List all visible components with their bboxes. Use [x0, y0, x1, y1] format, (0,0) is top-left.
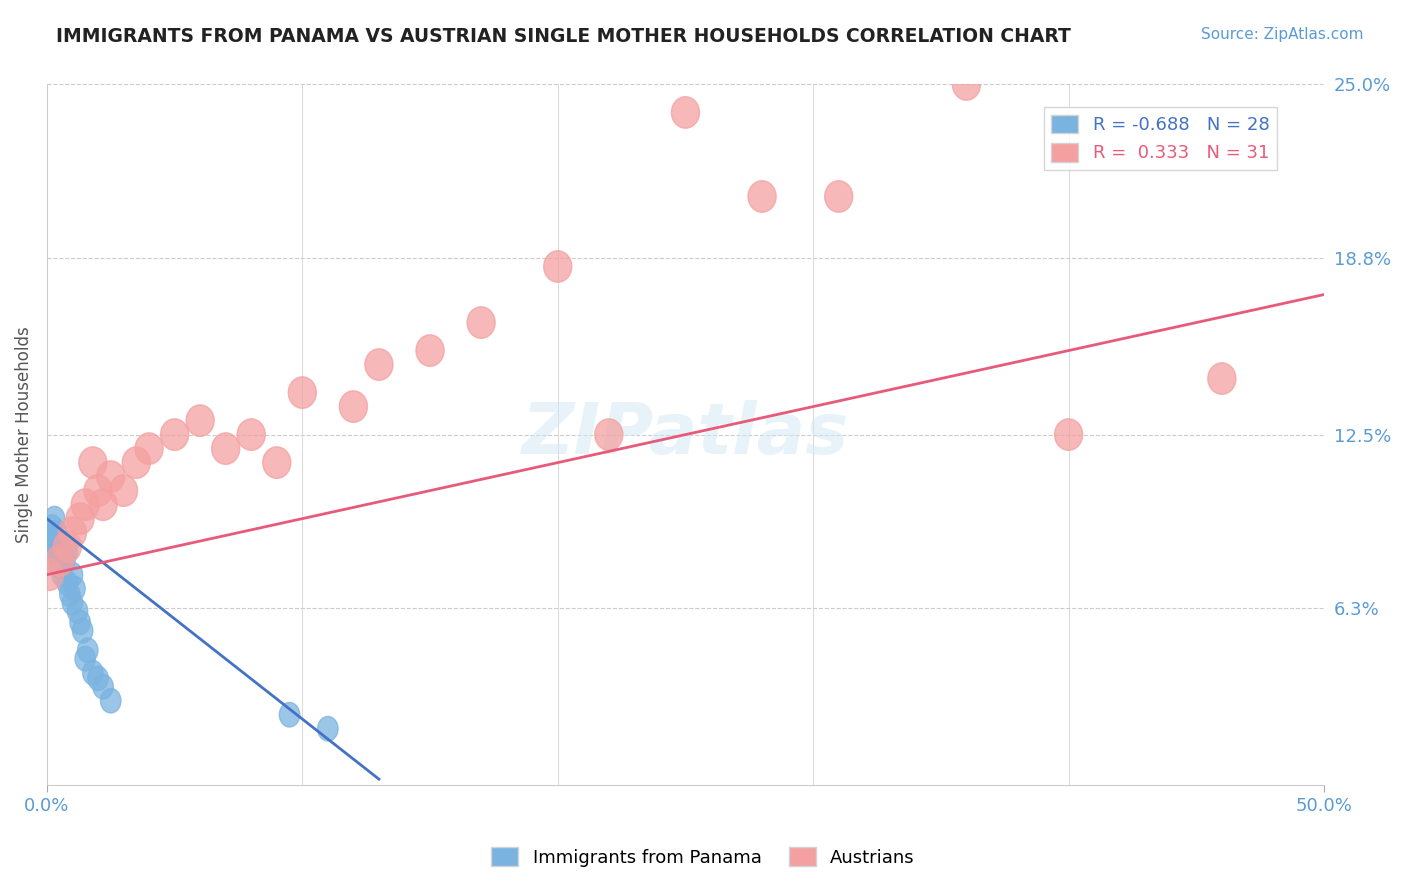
Ellipse shape: [65, 576, 86, 601]
Ellipse shape: [1208, 363, 1236, 394]
Ellipse shape: [55, 549, 75, 573]
Ellipse shape: [318, 716, 337, 741]
Ellipse shape: [58, 540, 77, 565]
Ellipse shape: [52, 562, 73, 587]
Ellipse shape: [45, 545, 73, 576]
Ellipse shape: [35, 559, 63, 591]
Ellipse shape: [66, 503, 94, 534]
Ellipse shape: [93, 674, 114, 699]
Ellipse shape: [288, 376, 316, 409]
Ellipse shape: [110, 475, 138, 507]
Ellipse shape: [70, 610, 90, 634]
Ellipse shape: [595, 419, 623, 450]
Ellipse shape: [79, 447, 107, 478]
Ellipse shape: [467, 307, 495, 338]
Ellipse shape: [416, 334, 444, 367]
Y-axis label: Single Mother Households: Single Mother Households: [15, 326, 32, 543]
Ellipse shape: [100, 689, 121, 713]
Ellipse shape: [87, 666, 108, 690]
Ellipse shape: [263, 447, 291, 478]
Ellipse shape: [73, 618, 93, 643]
Ellipse shape: [46, 543, 67, 567]
Ellipse shape: [748, 181, 776, 212]
Ellipse shape: [53, 531, 82, 562]
Ellipse shape: [67, 599, 87, 624]
Ellipse shape: [135, 433, 163, 465]
Ellipse shape: [238, 419, 266, 450]
Ellipse shape: [39, 520, 59, 545]
Ellipse shape: [952, 69, 980, 100]
Ellipse shape: [84, 475, 112, 507]
Text: ZIPatlas: ZIPatlas: [522, 401, 849, 469]
Ellipse shape: [72, 489, 100, 520]
Ellipse shape: [544, 251, 572, 282]
Ellipse shape: [75, 647, 96, 671]
Legend: Immigrants from Panama, Austrians: Immigrants from Panama, Austrians: [484, 840, 922, 874]
Ellipse shape: [62, 591, 83, 615]
Legend: R = -0.688   N = 28, R =  0.333   N = 31: R = -0.688 N = 28, R = 0.333 N = 31: [1045, 107, 1277, 169]
Ellipse shape: [672, 96, 700, 128]
Ellipse shape: [62, 562, 83, 587]
Ellipse shape: [49, 534, 70, 559]
Ellipse shape: [280, 703, 299, 727]
Ellipse shape: [186, 405, 214, 436]
Ellipse shape: [160, 419, 188, 450]
Ellipse shape: [97, 461, 125, 492]
Ellipse shape: [42, 534, 62, 559]
Ellipse shape: [59, 582, 80, 607]
Ellipse shape: [42, 515, 62, 540]
Ellipse shape: [1054, 419, 1083, 450]
Ellipse shape: [59, 516, 87, 549]
Ellipse shape: [825, 181, 853, 212]
Ellipse shape: [45, 507, 65, 531]
Ellipse shape: [46, 520, 67, 545]
Ellipse shape: [212, 433, 240, 465]
Ellipse shape: [83, 660, 103, 685]
Ellipse shape: [45, 526, 65, 550]
Ellipse shape: [122, 447, 150, 478]
Text: IMMIGRANTS FROM PANAMA VS AUSTRIAN SINGLE MOTHER HOUSEHOLDS CORRELATION CHART: IMMIGRANTS FROM PANAMA VS AUSTRIAN SINGL…: [56, 27, 1071, 45]
Ellipse shape: [49, 554, 70, 579]
Text: Source: ZipAtlas.com: Source: ZipAtlas.com: [1201, 27, 1364, 42]
Ellipse shape: [58, 571, 77, 595]
Ellipse shape: [77, 638, 98, 663]
Ellipse shape: [339, 391, 367, 422]
Ellipse shape: [89, 489, 117, 520]
Ellipse shape: [366, 349, 394, 380]
